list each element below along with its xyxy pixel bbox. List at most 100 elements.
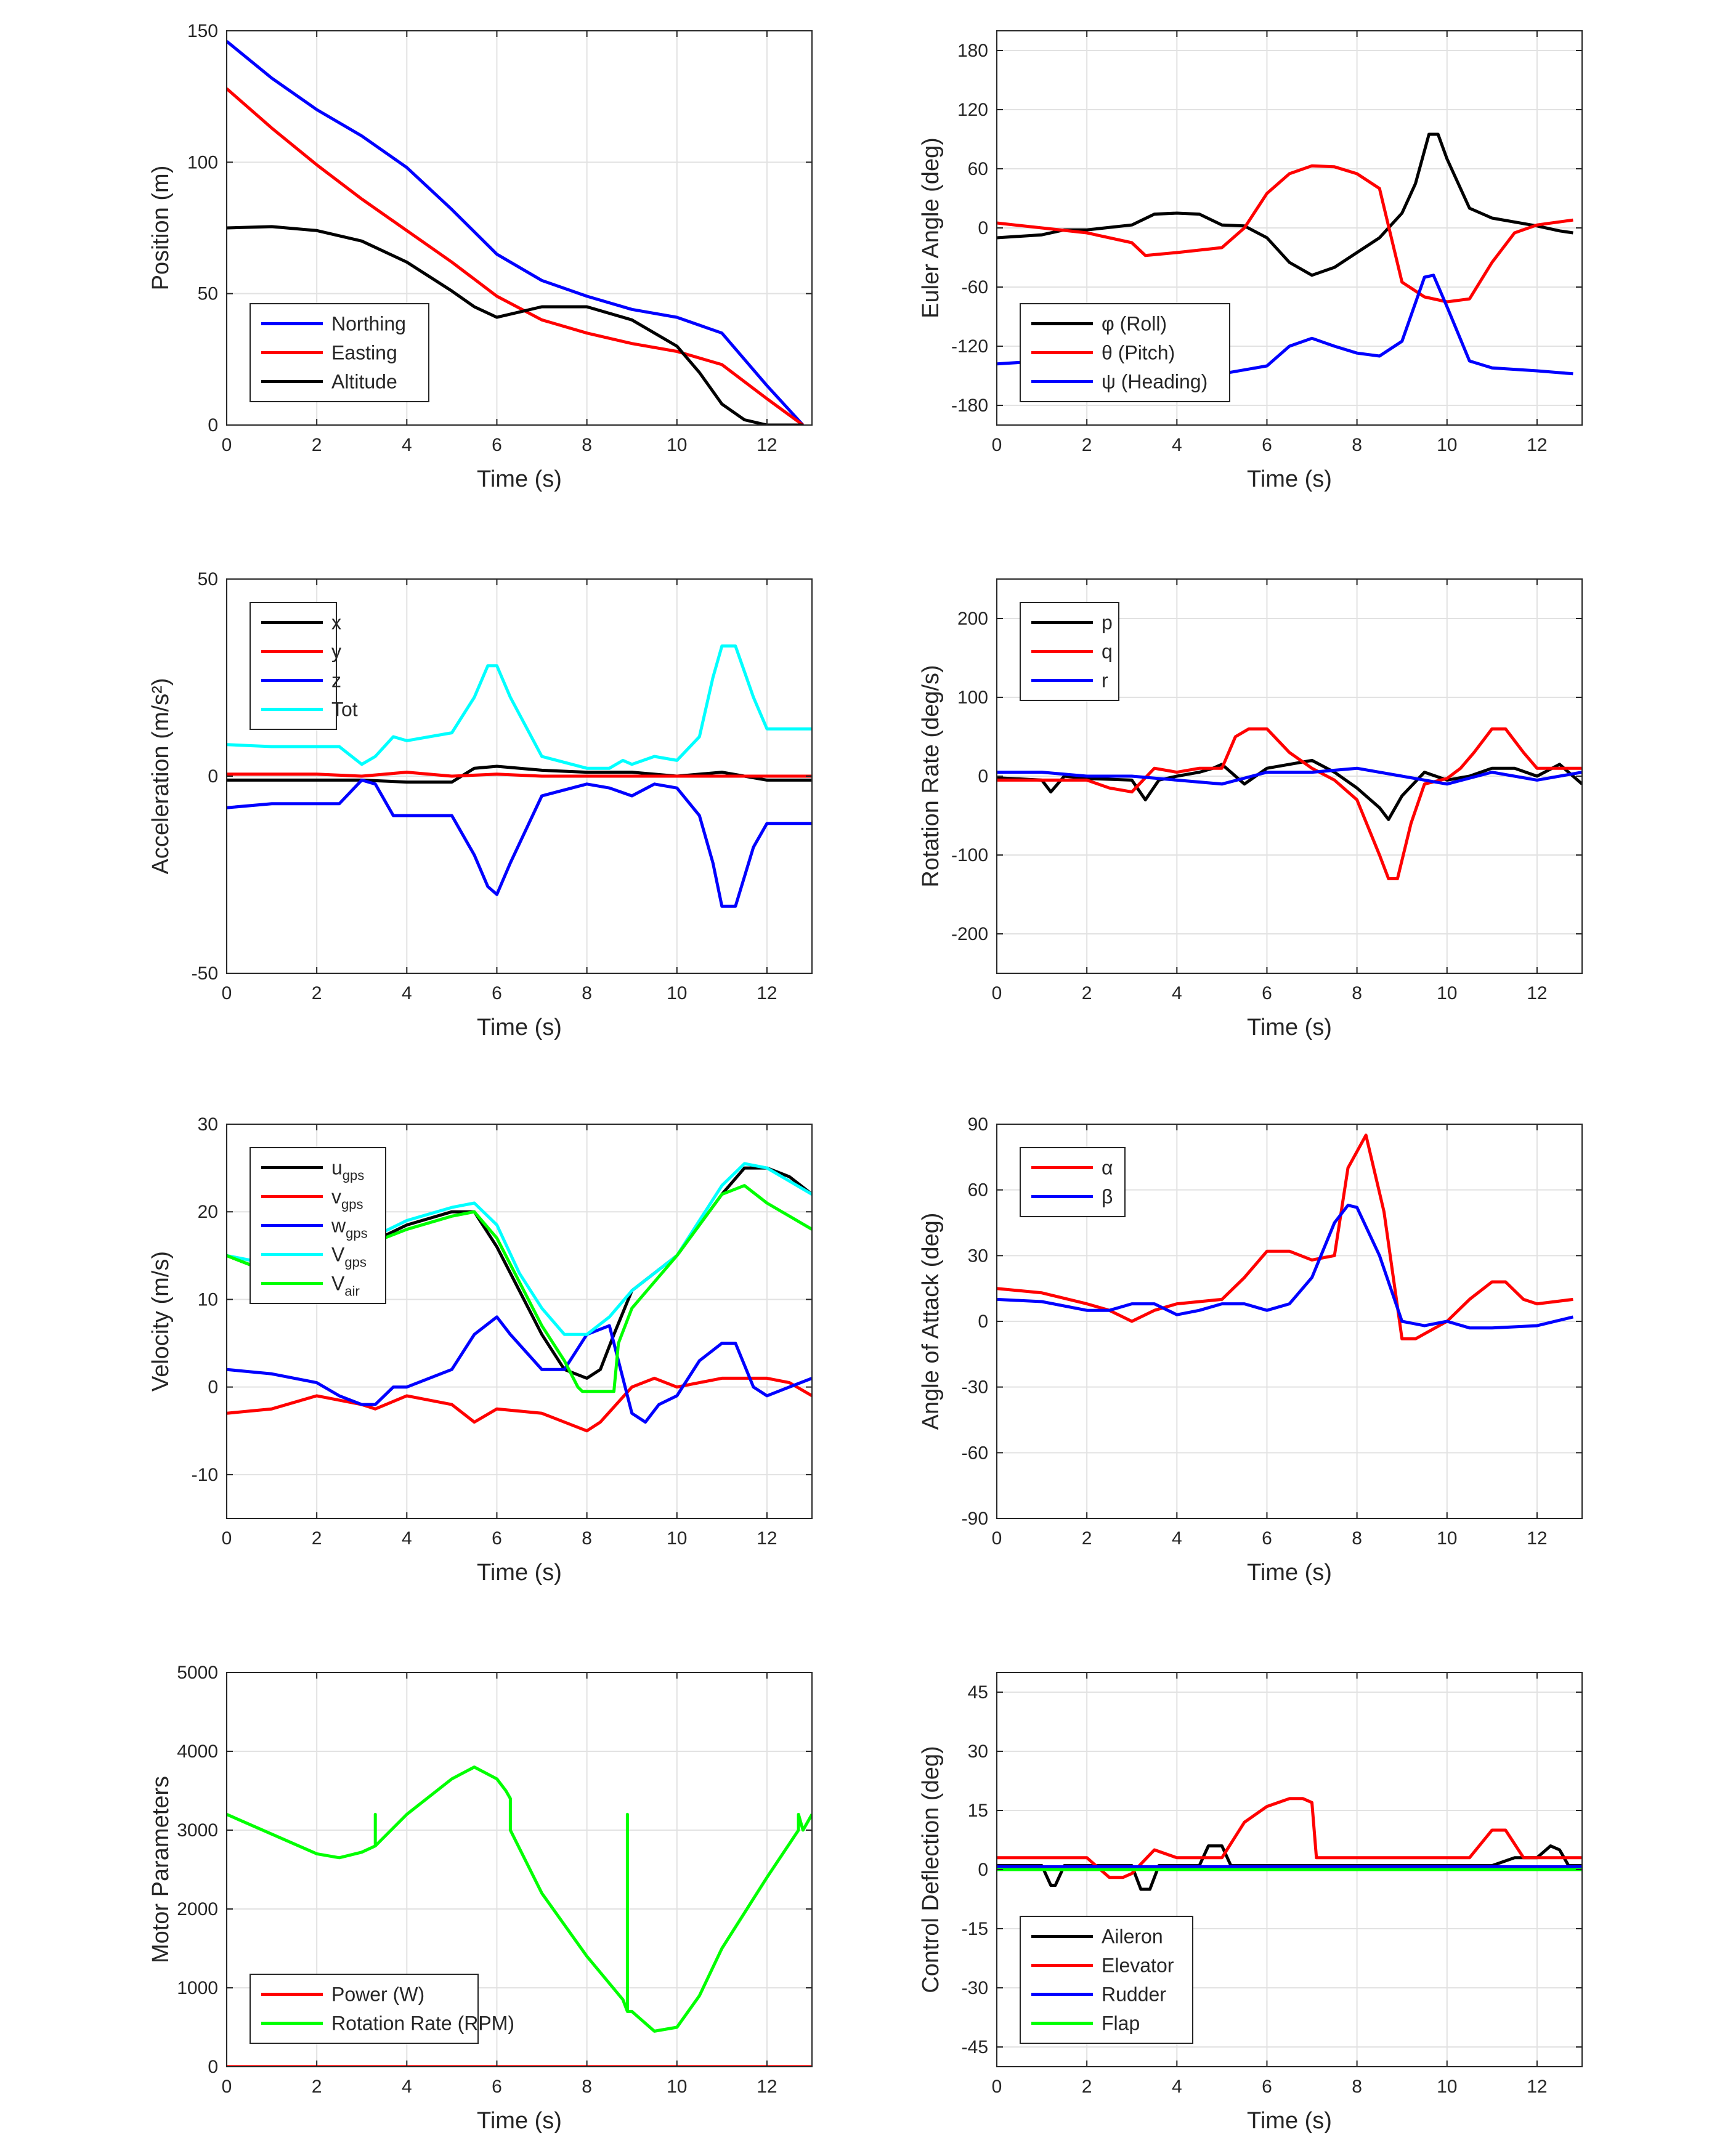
y-tick-label: 20	[198, 1202, 218, 1222]
chart-7: 0 2 4 6 8 10 12 -45 -30 -15 0 15 30 45 Time (s) Control…	[918, 1672, 1583, 2134]
x-tick-label: 8	[1352, 435, 1362, 455]
legend-label: vgps	[331, 1186, 363, 1212]
legend-label: p	[1102, 612, 1113, 634]
x-tick-label: 6	[492, 435, 502, 455]
x-tick-label: 12	[757, 1528, 777, 1549]
y-tick-label: -60	[962, 1443, 988, 1463]
chart-0: 0 2 4 6 8 10 12 0 50 100 150 Time (s) Position (m) No…	[148, 21, 813, 492]
x-tick-label: 6	[492, 983, 502, 1003]
x-axis-label: Time (s)	[477, 1560, 562, 1586]
x-tick-label: 8	[1352, 2077, 1362, 2097]
y-axis-label: Rotation Rate (deg/s)	[918, 665, 944, 887]
series-line-1	[997, 1797, 1582, 1879]
series-line-1	[997, 164, 1573, 304]
legend-label: Rotation Rate (RPM)	[331, 2012, 514, 2035]
y-tick-label: 0	[978, 1860, 988, 1880]
x-tick-label: 10	[1437, 1528, 1457, 1549]
legend-label: Altitude	[331, 371, 397, 393]
series-line-2	[997, 766, 1582, 786]
legend-label: q	[1102, 641, 1113, 663]
x-tick-label: 6	[492, 2077, 502, 2097]
y-tick-label: -200	[951, 924, 988, 944]
x-tick-label: 12	[1527, 1528, 1547, 1549]
y-tick-label: 200	[957, 609, 988, 629]
x-tick-label: 10	[667, 1528, 687, 1549]
y-tick-label: 0	[208, 2057, 218, 2077]
legend-label: Vair	[331, 1273, 360, 1299]
legend-label: φ (Roll)	[1102, 313, 1167, 335]
y-tick-label: 3000	[177, 1820, 218, 1841]
legend-label: z	[331, 670, 341, 692]
chart-5: 0 2 4 6 8 10 12 -90 -60 -30 0 30 60 90 Time (s) Angle o…	[918, 1114, 1583, 1586]
x-tick-label: 4	[402, 983, 412, 1003]
y-tick-label: 0	[978, 1311, 988, 1332]
legend-label: Northing	[331, 313, 406, 335]
x-tick-label: 0	[992, 435, 1002, 455]
legend: Aileron Elevator Rudder Flap	[1020, 1916, 1193, 2044]
y-tick-label: 120	[957, 100, 988, 120]
series-line-3	[227, 644, 812, 770]
x-tick-label: 8	[1352, 983, 1362, 1003]
x-tick-label: 6	[1262, 983, 1272, 1003]
x-tick-label: 4	[1172, 983, 1182, 1003]
y-tick-label: 0	[208, 415, 218, 436]
x-tick-label: 10	[1437, 2077, 1457, 2097]
x-tick-label: 6	[1262, 2077, 1272, 2097]
y-axis-label: Acceleration (m/s²)	[148, 678, 174, 875]
legend: Northing Easting Altitude	[250, 303, 429, 402]
x-tick-label: 4	[1172, 1528, 1182, 1549]
x-tick-label: 8	[582, 435, 592, 455]
series-line-0	[997, 1133, 1573, 1340]
legend-label: Aileron	[1102, 1926, 1163, 1948]
y-tick-label: -50	[192, 963, 218, 984]
legend-label: Tot	[331, 699, 358, 721]
y-tick-label: 150	[187, 21, 218, 41]
x-tick-label: 2	[1082, 1528, 1092, 1549]
y-tick-label: 0	[208, 766, 218, 787]
legend: φ (Roll) θ (Pitch) ψ (Heading)	[1020, 303, 1230, 402]
series-line-0	[997, 132, 1573, 277]
series-line-1	[227, 87, 804, 425]
y-tick-label: 0	[208, 1377, 218, 1398]
x-tick-label: 0	[222, 2077, 232, 2097]
legend-label: Flap	[1102, 2012, 1140, 2035]
legend-label: Vgps	[331, 1244, 367, 1270]
y-tick-label: -10	[192, 1465, 218, 1485]
x-tick-label: 12	[1527, 435, 1547, 455]
x-tick-label: 2	[1082, 435, 1092, 455]
legend-label: Power (W)	[331, 1984, 424, 2006]
y-tick-label: 15	[968, 1801, 988, 1821]
x-tick-label: 2	[1082, 983, 1092, 1003]
series-line-1	[997, 1204, 1573, 1330]
x-tick-label: 12	[1527, 2077, 1547, 2097]
y-tick-label: 180	[957, 41, 988, 61]
y-tick-label: 60	[968, 159, 988, 179]
y-tick-label: 0	[978, 218, 988, 238]
legend-label: y	[331, 641, 341, 663]
x-tick-label: 8	[582, 1528, 592, 1549]
x-tick-label: 4	[1172, 435, 1182, 455]
y-tick-label: -100	[951, 845, 988, 865]
x-tick-label: 8	[582, 983, 592, 1003]
series-line-1	[227, 771, 812, 778]
x-tick-label: 12	[757, 2077, 777, 2097]
legend-label: Rudder	[1102, 1984, 1166, 2006]
y-tick-label: -30	[962, 1978, 988, 1998]
chart-1: 0 2 4 6 8 10 12 -180 -120 -60 0 60 120 180 Time (s) Eul…	[918, 30, 1583, 492]
y-tick-label: 1000	[177, 1978, 218, 1998]
x-tick-label: 6	[492, 1528, 502, 1549]
y-tick-label: 2000	[177, 1899, 218, 1919]
y-tick-label: 50	[198, 284, 218, 304]
x-tick-label: 0	[992, 983, 1002, 1003]
x-tick-label: 12	[757, 983, 777, 1003]
y-tick-label: 45	[968, 1682, 988, 1703]
chart-3: 0 2 4 6 8 10 12 -200 -100 0 100 200 Time (s) Rotation…	[918, 578, 1583, 1040]
x-tick-label: 12	[1527, 983, 1547, 1003]
legend-box	[250, 1974, 479, 2044]
legend: xyz Tot	[250, 602, 358, 730]
y-tick-label: 90	[968, 1114, 988, 1135]
y-tick-label: 0	[978, 766, 988, 787]
legend: αβ	[1020, 1147, 1126, 1217]
series-line-0	[227, 40, 805, 425]
